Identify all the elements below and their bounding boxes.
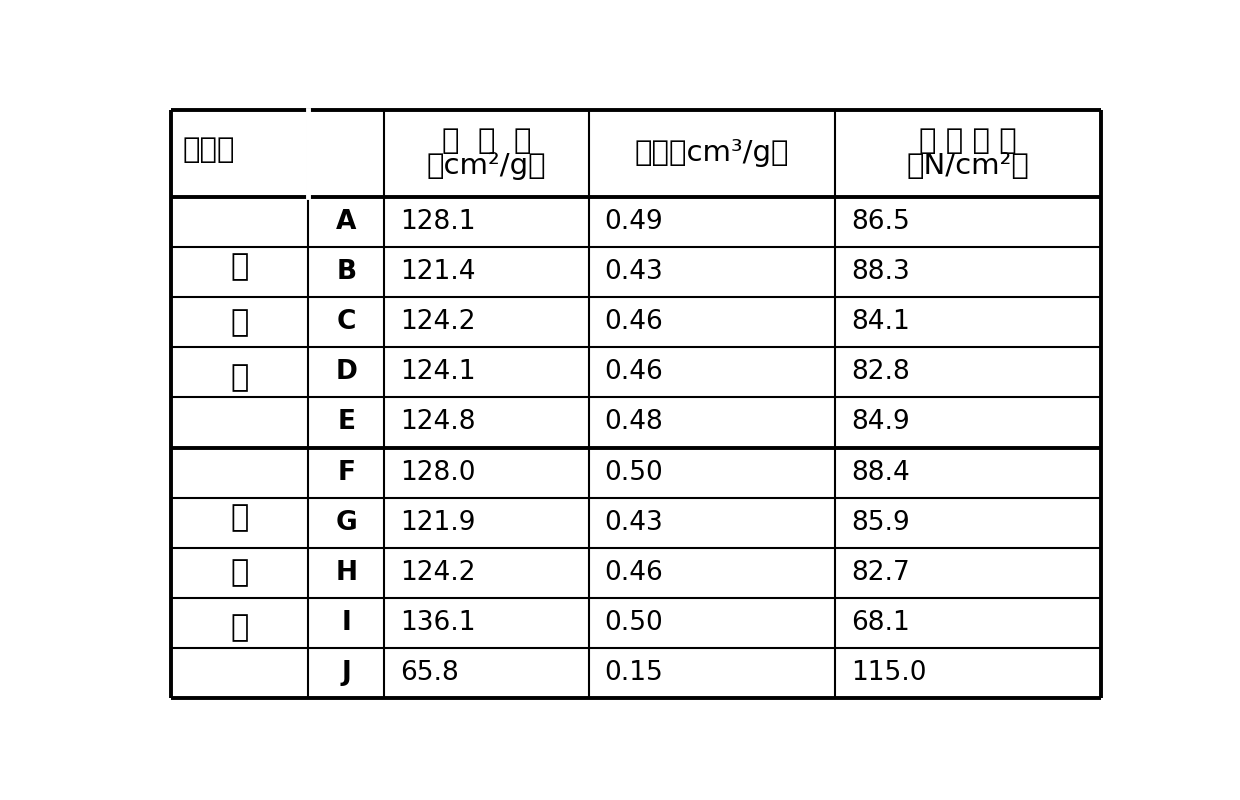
Text: 82.8: 82.8: [851, 359, 910, 386]
Text: 68.1: 68.1: [851, 610, 910, 636]
Text: 88.4: 88.4: [851, 459, 910, 486]
Text: 0.50: 0.50: [605, 459, 663, 486]
Text: 比  表  面: 比 表 面: [441, 127, 532, 155]
Text: D: D: [335, 359, 357, 386]
Text: 115.0: 115.0: [851, 660, 926, 686]
Text: 0.46: 0.46: [605, 560, 663, 586]
Text: 0.46: 0.46: [605, 359, 663, 386]
Text: 124.8: 124.8: [399, 410, 475, 435]
Text: （cm²/g）: （cm²/g）: [427, 152, 547, 180]
Text: 例: 例: [231, 614, 248, 642]
Text: F: F: [337, 459, 356, 486]
Text: 124.2: 124.2: [399, 310, 475, 335]
Text: 侧 压 强 度: 侧 压 强 度: [919, 127, 1017, 155]
Text: 121.9: 121.9: [399, 510, 475, 536]
Text: B: B: [336, 259, 356, 285]
Text: 82.7: 82.7: [851, 560, 910, 586]
Text: J: J: [341, 660, 351, 686]
Text: 实: 实: [231, 253, 248, 282]
Text: 0.48: 0.48: [605, 410, 663, 435]
Text: 0.46: 0.46: [605, 310, 663, 335]
Text: 85.9: 85.9: [851, 510, 910, 536]
Text: 0.49: 0.49: [605, 209, 663, 235]
Text: 0.43: 0.43: [605, 259, 663, 285]
Text: I: I: [341, 610, 351, 636]
Text: 121.4: 121.4: [399, 259, 475, 285]
Text: C: C: [336, 310, 356, 335]
Text: A: A: [336, 209, 356, 235]
Text: E: E: [337, 410, 356, 435]
Text: 0.43: 0.43: [605, 510, 663, 536]
Text: 88.3: 88.3: [851, 259, 910, 285]
Text: G: G: [335, 510, 357, 536]
Text: 84.1: 84.1: [851, 310, 910, 335]
Text: 对: 对: [231, 503, 248, 532]
Text: 孔容（cm³/g）: 孔容（cm³/g）: [635, 139, 790, 167]
Text: 0.50: 0.50: [605, 610, 663, 636]
Text: 136.1: 136.1: [399, 610, 475, 636]
Text: （N/cm²）: （N/cm²）: [906, 152, 1029, 180]
Text: 86.5: 86.5: [851, 209, 910, 235]
Text: 0.15: 0.15: [605, 660, 663, 686]
Text: 124.2: 124.2: [399, 560, 475, 586]
Text: 128.1: 128.1: [399, 209, 475, 235]
Text: 65.8: 65.8: [399, 660, 459, 686]
Text: 84.9: 84.9: [851, 410, 910, 435]
Text: 124.1: 124.1: [399, 359, 475, 386]
Text: 催化剤: 催化剤: [182, 135, 234, 163]
Text: 例: 例: [231, 363, 248, 392]
Text: 128.0: 128.0: [399, 459, 475, 486]
Text: 比: 比: [231, 558, 248, 587]
Text: H: H: [335, 560, 357, 586]
Text: 施: 施: [231, 308, 248, 337]
